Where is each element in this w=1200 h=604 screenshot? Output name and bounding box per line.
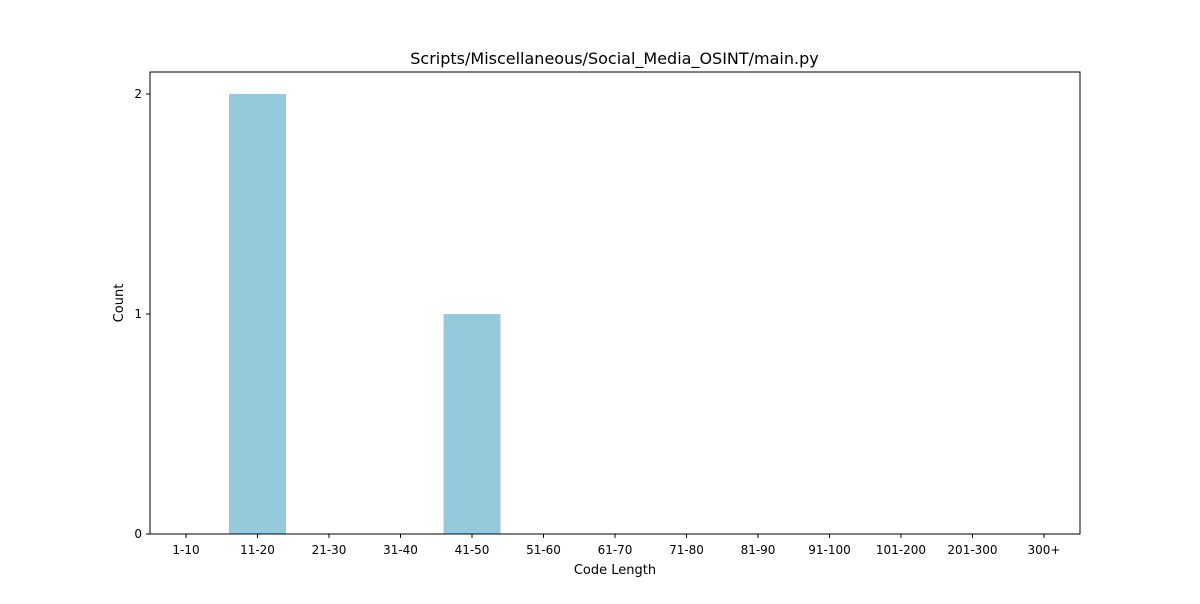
- x-tick-label: 21-30: [312, 543, 347, 557]
- x-tick-label: 81-90: [741, 543, 776, 557]
- x-axis-ticks: 1-10 11-20 21-30 31-40 41-50 51-60 61-70 71-80 8…: [172, 534, 1060, 557]
- x-tick-label: 51-60: [526, 543, 561, 557]
- y-axis-label: Count: [112, 284, 127, 323]
- y-axis-ticks: 0 1 2: [134, 87, 150, 541]
- x-tick-label: 41-50: [455, 543, 490, 557]
- bar-11-20: [229, 94, 286, 534]
- x-tick-label: 101-200: [876, 543, 926, 557]
- plot-frame: [150, 72, 1080, 534]
- x-tick-label: 1-10: [172, 543, 199, 557]
- x-axis-label: Code Length: [574, 563, 656, 578]
- x-tick-label: 11-20: [240, 543, 275, 557]
- bars-layer: [229, 94, 501, 534]
- x-tick-label: 71-80: [669, 543, 704, 557]
- y-tick-label: 1: [134, 307, 142, 321]
- chart-title: Scripts/Miscellaneous/Social_Media_OSINT…: [410, 49, 818, 69]
- x-tick-label: 61-70: [598, 543, 633, 557]
- x-tick-label: 31-40: [383, 543, 418, 557]
- x-tick-label: 91-100: [808, 543, 851, 557]
- y-tick-label: 0: [134, 527, 142, 541]
- x-tick-label: 201-300: [947, 543, 997, 557]
- x-tick-label: 300+: [1028, 543, 1061, 557]
- y-tick-label: 2: [134, 87, 142, 101]
- bar-41-50: [444, 314, 501, 534]
